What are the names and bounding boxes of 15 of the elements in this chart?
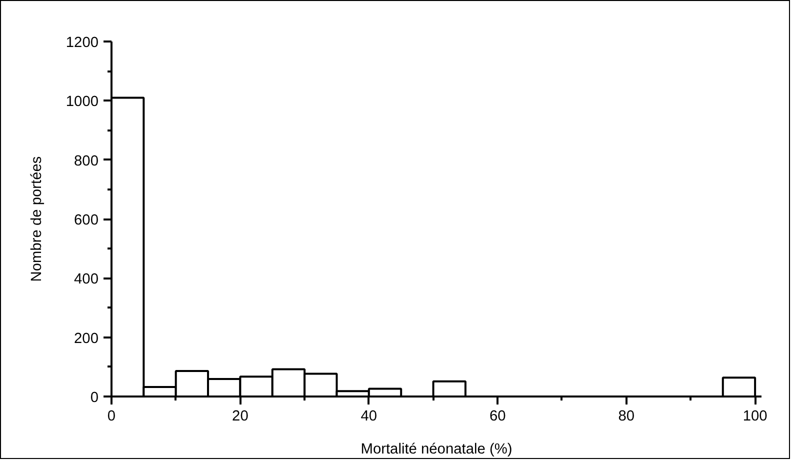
x-tick-label: 80: [618, 408, 635, 424]
y-tick-label: 0: [90, 390, 99, 406]
x-axis-title: Mortalité néonatale (%): [360, 442, 512, 458]
x-tick-label: 20: [232, 408, 248, 424]
y-axis-title: Nombre de portées: [28, 156, 45, 282]
x-tick-label: 40: [360, 408, 378, 424]
y-tick-label: 400: [74, 272, 99, 288]
y-tick-label: 800: [74, 153, 99, 170]
x-tick-label: 0: [107, 408, 116, 424]
y-tick-label: 200: [74, 330, 99, 347]
y-tick-label: 1000: [66, 94, 99, 110]
x-tick-label: 100: [742, 408, 768, 424]
x-tick-label: 60: [489, 408, 506, 424]
y-tick-label: 600: [74, 212, 99, 228]
y-tick-label: 1200: [66, 35, 99, 51]
